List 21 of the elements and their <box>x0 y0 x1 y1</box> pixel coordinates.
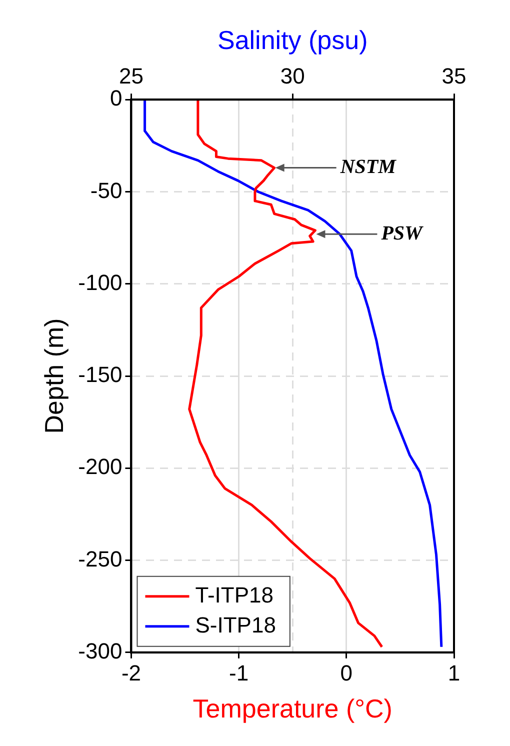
y-tick-label: -150 <box>78 362 122 388</box>
y-axis-title: Depth (m) <box>38 318 69 434</box>
x2-axis-title: Salinity (psu) <box>217 24 368 55</box>
y-tick-label: -300 <box>78 638 122 664</box>
y-tick-label: -50 <box>90 178 122 203</box>
y-tick-label: -250 <box>78 546 122 572</box>
x-tick-label: -1 <box>229 660 249 686</box>
legend-label: T-ITP18 <box>195 582 274 608</box>
x-tick-label: 0 <box>340 660 353 686</box>
x2-tick-label: 25 <box>118 63 144 88</box>
x2-tick-label: 35 <box>442 63 466 88</box>
annotation: PSW <box>380 222 424 244</box>
x2-tick-label: 30 <box>280 63 305 88</box>
legend-label: S-ITP18 <box>195 612 276 638</box>
x-tick-label: -2 <box>121 660 142 686</box>
annotation: NSTM <box>339 156 398 178</box>
x-tick-label: 1 <box>448 660 460 686</box>
y-tick-label: -100 <box>78 270 122 295</box>
y-tick-label: -200 <box>78 454 122 480</box>
y-tick-label: 0 <box>110 86 122 111</box>
x-axis-title: Temperature (°C) <box>192 694 392 724</box>
